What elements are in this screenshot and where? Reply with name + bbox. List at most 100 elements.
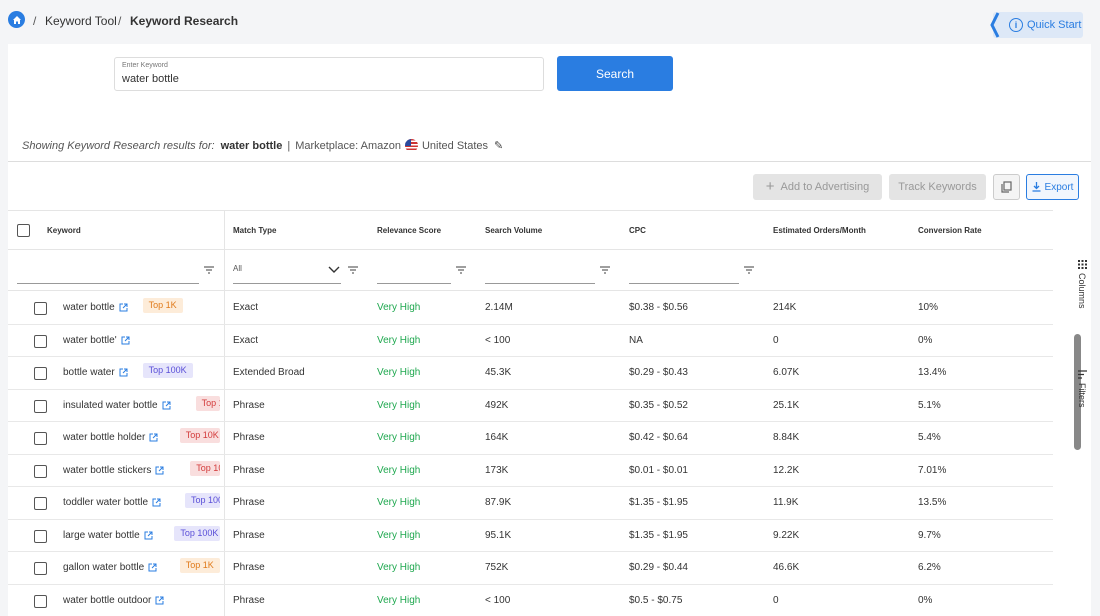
external-link-icon[interactable] bbox=[121, 336, 130, 345]
search-volume-cell: < 100 bbox=[485, 334, 511, 346]
conversion-rate-cell: 9.7% bbox=[918, 529, 941, 541]
relevance-cell: Very High bbox=[377, 367, 421, 378]
conversion-rate-cell: 13.4% bbox=[918, 367, 947, 378]
column-estimated-orders[interactable]: Estimated Orders/Month bbox=[773, 226, 866, 235]
quick-start-button[interactable]: i Quick Start bbox=[990, 12, 1083, 38]
pencil-icon[interactable]: ✎ bbox=[494, 140, 504, 152]
column-conversion-rate[interactable]: Conversion Rate bbox=[918, 226, 982, 235]
match-type-select-value: All bbox=[233, 264, 242, 273]
column-relevance-score[interactable]: Relevance Score bbox=[377, 226, 442, 235]
row-checkbox[interactable] bbox=[34, 302, 47, 315]
select-all-checkbox[interactable] bbox=[17, 224, 30, 237]
external-link-icon[interactable] bbox=[149, 433, 158, 442]
match-type-cell: Phrase bbox=[233, 594, 265, 606]
filters-icon[interactable] bbox=[1078, 370, 1087, 379]
keyword-filter-input[interactable] bbox=[17, 260, 199, 284]
rank-badge: Top 10K bbox=[195, 395, 220, 411]
external-link-icon[interactable] bbox=[144, 531, 153, 540]
cpc-cell: $0.38 - $0.56 bbox=[629, 302, 688, 313]
row-checkbox[interactable] bbox=[34, 334, 47, 348]
relevance-cell: Very High bbox=[377, 497, 421, 508]
rank-badge: Top 10K bbox=[190, 460, 220, 476]
column-match-type[interactable]: Match Type bbox=[233, 226, 277, 235]
search-volume-cell: 164K bbox=[485, 432, 509, 443]
estimated-orders-cell: 0 bbox=[773, 594, 779, 606]
external-link-icon[interactable] bbox=[152, 498, 161, 507]
external-link-icon[interactable] bbox=[119, 303, 128, 312]
search-volume-filter-input[interactable] bbox=[485, 260, 595, 284]
filters-panel-toggle[interactable]: Filters bbox=[1077, 383, 1087, 408]
table-row: insulated water bottle Top 10K Phrase Very … bbox=[8, 390, 1053, 422]
home-icon[interactable] bbox=[8, 11, 25, 28]
filter-icon[interactable] bbox=[600, 266, 610, 274]
breadcrumb-keyword-tool[interactable]: Keyword Tool bbox=[45, 14, 117, 28]
relevance-cell: Very High bbox=[377, 594, 421, 606]
export-button[interactable]: Export bbox=[1026, 174, 1079, 200]
search-volume-cell: 45.3K bbox=[485, 367, 512, 378]
add-to-advertising-button[interactable]: + Add to Advertising bbox=[753, 174, 882, 200]
keyword-cell: water bottle' bbox=[63, 335, 130, 346]
grid-icon[interactable] bbox=[1078, 260, 1087, 269]
keyword-text: water bottle' bbox=[63, 334, 117, 346]
table-row: water bottle outdoor Phrase Very High < 100… bbox=[8, 585, 1053, 616]
match-type-cell: Exact bbox=[233, 334, 259, 346]
main-panel: Enter Keyword Search Showing Keyword Res… bbox=[8, 44, 1091, 616]
relevance-filter-input[interactable] bbox=[377, 260, 451, 284]
external-link-icon[interactable] bbox=[162, 401, 171, 410]
keyword-input[interactable] bbox=[122, 73, 522, 85]
cpc-cell: $1.35 - $1.95 bbox=[629, 529, 688, 541]
search-button[interactable]: Search bbox=[557, 56, 673, 91]
results-summary: Showing Keyword Research results for: wa… bbox=[22, 139, 503, 152]
match-type-cell: Phrase bbox=[233, 399, 265, 411]
scrollbar[interactable] bbox=[1074, 334, 1081, 450]
cpc-filter-input[interactable] bbox=[629, 260, 739, 284]
export-label: Export bbox=[1044, 181, 1074, 193]
row-checkbox[interactable] bbox=[34, 399, 47, 413]
estimated-orders-cell: 12.2K bbox=[773, 464, 800, 476]
keyword-text: water bottle outdoor bbox=[63, 594, 152, 606]
external-link-icon[interactable] bbox=[148, 563, 157, 572]
match-type-cell: Exact bbox=[233, 302, 259, 313]
match-type-cell: Phrase bbox=[233, 497, 265, 508]
table-row: water bottle holder Top 10K Phrase Very Hig… bbox=[8, 422, 1053, 455]
search-volume-cell: 2.14M bbox=[485, 302, 513, 313]
relevance-cell: Very High bbox=[377, 399, 421, 411]
conversion-rate-cell: 13.5% bbox=[918, 497, 947, 508]
row-checkbox[interactable] bbox=[34, 497, 47, 510]
keyword-field[interactable]: Enter Keyword bbox=[114, 57, 544, 91]
filter-icon[interactable] bbox=[456, 266, 466, 274]
table-row: bottle water Top 100K Extended Broad Very H… bbox=[8, 357, 1053, 390]
row-checkbox[interactable] bbox=[34, 562, 47, 575]
column-search-volume[interactable]: Search Volume bbox=[485, 226, 543, 235]
external-link-icon[interactable] bbox=[119, 368, 128, 377]
relevance-cell: Very High bbox=[377, 302, 421, 313]
estimated-orders-cell: 8.84K bbox=[773, 432, 800, 443]
estimated-orders-cell: 46.6K bbox=[773, 562, 800, 573]
keyword-text: water bottle bbox=[63, 302, 115, 313]
match-type-cell: Phrase bbox=[233, 432, 265, 443]
row-checkbox[interactable] bbox=[34, 432, 47, 445]
filter-icon[interactable] bbox=[204, 266, 214, 274]
match-type-cell: Extended Broad bbox=[233, 367, 305, 378]
columns-panel-toggle[interactable]: Columns bbox=[1077, 273, 1087, 309]
rank-badge: Top 1K bbox=[179, 558, 220, 573]
search-volume-cell: 173K bbox=[485, 464, 509, 476]
rank-badge: Top 1K bbox=[142, 298, 183, 313]
keyword-cell: water bottle holder bbox=[63, 432, 158, 443]
cpc-cell: NA bbox=[629, 334, 643, 346]
external-link-icon[interactable] bbox=[155, 596, 164, 605]
filter-icon[interactable] bbox=[744, 266, 754, 274]
row-checkbox[interactable] bbox=[34, 529, 47, 543]
chevron-down-icon[interactable] bbox=[328, 266, 340, 273]
row-checkbox[interactable] bbox=[34, 594, 47, 608]
column-keyword[interactable]: Keyword bbox=[47, 226, 81, 235]
row-checkbox[interactable] bbox=[34, 367, 47, 380]
external-link-icon[interactable] bbox=[155, 466, 164, 475]
match-type-select[interactable] bbox=[233, 260, 341, 284]
filter-icon[interactable] bbox=[348, 266, 358, 274]
track-keywords-button[interactable]: Track Keywords bbox=[889, 174, 986, 200]
copy-button[interactable] bbox=[993, 174, 1020, 200]
column-cpc[interactable]: CPC bbox=[629, 226, 646, 235]
table-row: large water bottle Top 100K Phrase Very Hig… bbox=[8, 520, 1053, 552]
row-checkbox[interactable] bbox=[34, 464, 47, 478]
